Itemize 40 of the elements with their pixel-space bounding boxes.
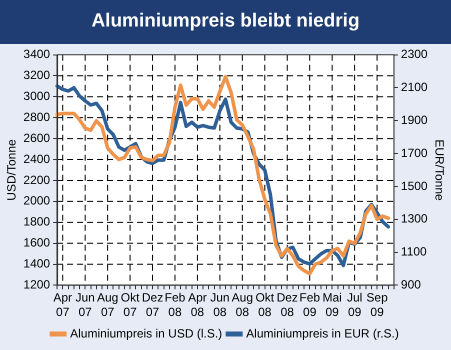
y-tick-label: 2200: [23, 172, 50, 187]
y2-tick-label: 2300: [400, 47, 428, 62]
y2-tick-label: 900: [400, 278, 422, 292]
y-tick-label: 2400: [23, 152, 50, 166]
x-tick-label: Feb 09: [299, 290, 320, 320]
x-tick-label: Apr 08: [188, 290, 207, 320]
x-tick-label: Sep 09: [366, 290, 388, 320]
y-tick-label: 2600: [23, 130, 50, 145]
x-tick-label: Aug 08: [232, 290, 254, 320]
x-tick-label: Jul 09: [346, 290, 362, 320]
y2-tick-label: 1300: [400, 212, 428, 226]
x-tick-label: Dez 08: [276, 290, 298, 320]
x-tick-label: Dez 07: [142, 290, 164, 320]
y-tick-label: 2000: [23, 194, 50, 208]
y2-tick-label: 1900: [400, 112, 428, 127]
y-tick-label: 1600: [23, 236, 50, 250]
legend-label: Aluminiumpreis in USD (l.S.): [70, 326, 222, 340]
y-tick-label: 3000: [23, 89, 50, 104]
x-tick-label: Jun 08: [210, 290, 230, 320]
legend-label: Aluminiumpreis in EUR (r.S.): [246, 326, 399, 340]
x-tick-label: Mai 09: [322, 290, 342, 320]
y-tick-label: 1800: [23, 214, 50, 229]
x-tick-label: Okt 07: [120, 290, 140, 320]
y2-axis-title: EUR/Tonne: [432, 139, 446, 202]
y-axis-title: USD/Tonne: [4, 138, 19, 201]
y-tick-label: 1400: [23, 256, 50, 271]
y2-tick-label: 1500: [400, 178, 428, 193]
y2-tick-label: 1100: [400, 244, 428, 259]
y2-tick-label: 1700: [400, 146, 428, 160]
x-tick-label: Feb 08: [164, 290, 186, 320]
y-tick-label: 3200: [23, 68, 50, 82]
x-tick-label: Okt 08: [255, 290, 275, 320]
y-tick-label: 2800: [23, 110, 50, 124]
x-tick-label: Apr 07: [53, 290, 72, 320]
y2-tick-label: 2100: [400, 80, 428, 94]
chart-title: Aluminiumpreis bleibt niedrig: [91, 10, 360, 32]
y-tick-label: 1200: [23, 278, 50, 292]
y-tick-label: 3400: [23, 47, 50, 62]
x-tick-label: Aug 07: [96, 290, 118, 320]
x-tick-label: Jun 07: [75, 290, 95, 320]
